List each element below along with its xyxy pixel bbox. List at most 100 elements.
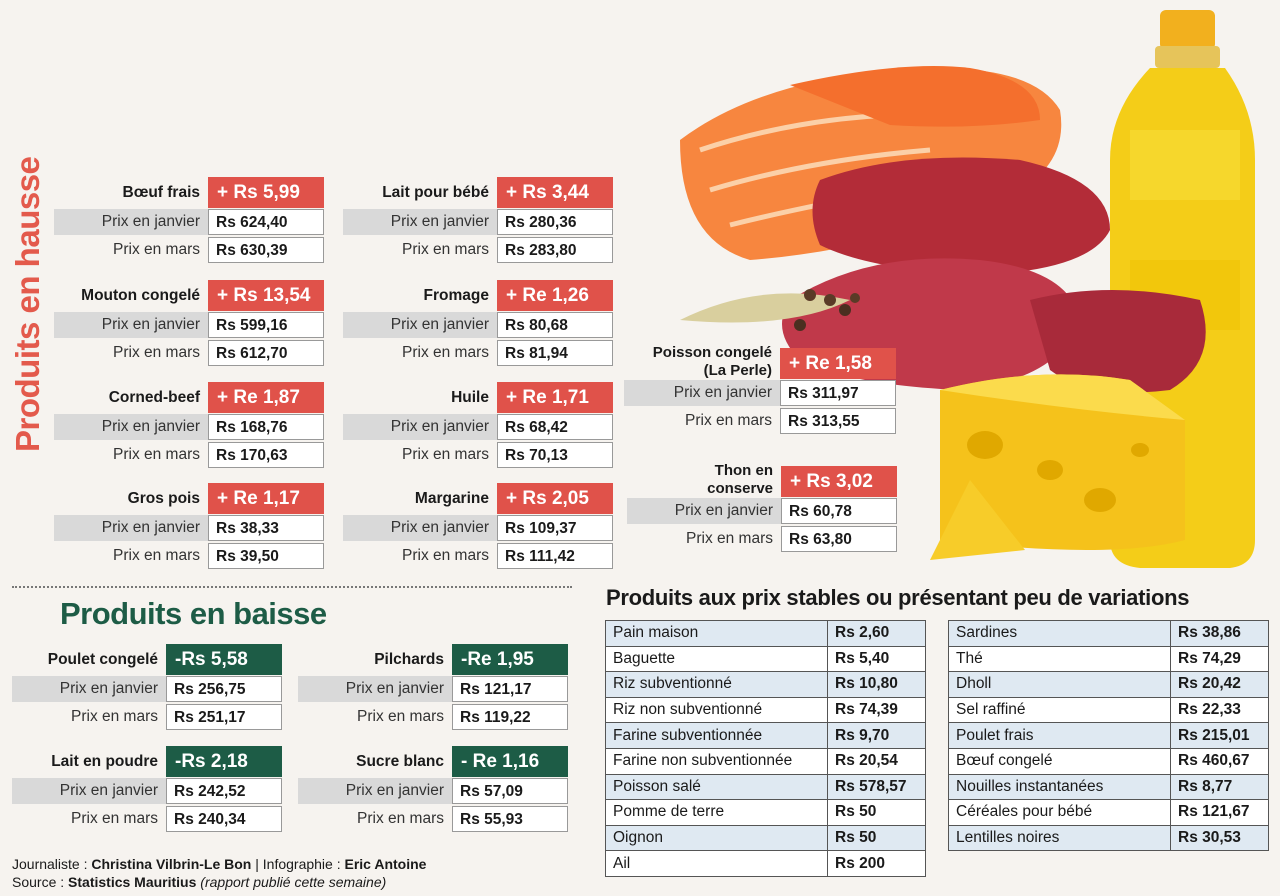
price-row-jan: Prix en janvier Rs 60,78 — [627, 498, 897, 526]
price-card: Sucre blanc - Re 1,16 Prix en janvier Rs 57… — [298, 746, 568, 836]
price-label: Prix en mars — [685, 412, 772, 429]
product-name: Baguette — [605, 645, 828, 673]
price-card: Bœuf frais + Rs 5,99 Prix en janvier Rs 624… — [54, 177, 324, 267]
product-price: Rs 8,77 — [1170, 773, 1269, 801]
product-name: Pilchards — [374, 651, 444, 668]
price-row-mars: Prix en mars Rs 63,80 — [627, 526, 897, 554]
table-row: Pain maison Rs 2,60 — [605, 620, 926, 647]
price-label: Prix en janvier — [343, 209, 497, 235]
product-name: Fromage — [423, 287, 489, 304]
price-row-jan: Prix en janvier Rs 80,68 — [343, 312, 613, 340]
price-row-mars: Prix en mars Rs 70,13 — [343, 442, 613, 470]
product-price: Rs 30,53 — [1170, 824, 1269, 852]
price-value: Rs 55,93 — [452, 806, 568, 832]
product-name: Céréales pour bébé — [948, 799, 1171, 826]
product-price: Rs 10,80 — [827, 671, 926, 698]
price-value: Rs 57,09 — [452, 778, 568, 804]
product-price: Rs 215,01 — [1170, 722, 1269, 749]
product-price: Rs 5,40 — [827, 645, 926, 673]
hausse-title: Produits en hausse — [9, 156, 46, 452]
table-row: Riz subventionné Rs 10,80 — [605, 671, 926, 698]
product-name: Sucre blanc — [356, 753, 444, 770]
price-label: Prix en janvier — [12, 778, 166, 804]
price-card: Thon en conserve + Rs 3,02 Prix en janvier R… — [627, 462, 897, 556]
price-card: Lait en poudre -Rs 2,18 Prix en janvier Rs … — [12, 746, 282, 836]
price-label: Prix en mars — [402, 344, 489, 361]
price-row-mars: Prix en mars Rs 251,17 — [12, 704, 282, 732]
change-badge: -Rs 2,18 — [166, 746, 282, 777]
price-label: Prix en mars — [113, 344, 200, 361]
price-row-mars: Prix en mars Rs 612,70 — [54, 340, 324, 368]
price-row-jan: Prix en janvier Rs 57,09 — [298, 778, 568, 806]
price-value: Rs 280,36 — [497, 209, 613, 235]
price-row-mars: Prix en mars Rs 283,80 — [343, 237, 613, 265]
product-name: Bœuf congelé — [948, 747, 1171, 775]
price-row-jan: Prix en janvier Rs 256,75 — [12, 676, 282, 704]
product-name: Bœuf frais — [122, 184, 201, 201]
price-value: Rs 119,22 — [452, 704, 568, 730]
table-row: Riz non subventionné Rs 74,39 — [605, 696, 926, 724]
price-value: Rs 283,80 — [497, 237, 613, 263]
baisse-title: Produits en baisse — [60, 596, 327, 631]
price-label: Prix en janvier — [343, 312, 497, 338]
product-name: Margarine — [414, 490, 489, 507]
price-label: Prix en janvier — [298, 778, 452, 804]
change-badge: + Re 1,17 — [208, 483, 324, 514]
product-price: Rs 38,86 — [1170, 620, 1269, 647]
product-price: Rs 200 — [827, 850, 926, 877]
price-row-mars: Prix en mars Rs 630,39 — [54, 237, 324, 265]
table-row: Farine non subventionnée Rs 20,54 — [605, 747, 926, 775]
price-card: Fromage + Re 1,26 Prix en janvier Rs 80,68 P… — [343, 280, 613, 370]
price-label: Prix en janvier — [343, 515, 497, 541]
price-value: Rs 81,94 — [497, 340, 613, 366]
credits: Journaliste : Christina Vilbrin-Le Bon |… — [12, 856, 427, 890]
change-badge: -Re 1,95 — [452, 644, 568, 675]
price-row-mars: Prix en mars Rs 81,94 — [343, 340, 613, 368]
price-label: Prix en janvier — [298, 676, 452, 702]
product-name: Poisson congelé (La Perle) — [652, 344, 772, 379]
product-name: Ail — [605, 850, 828, 877]
price-row-mars: Prix en mars Rs 313,55 — [624, 408, 896, 436]
table-row: Lentilles noires Rs 30,53 — [948, 824, 1269, 852]
stables-table-right: Sardines Rs 38,86 Thé Rs 74,29 Dholl Rs 20,42… — [948, 620, 1269, 852]
change-badge: + Re 1,71 — [497, 382, 613, 413]
table-row: Farine subventionnée Rs 9,70 — [605, 722, 926, 749]
change-badge: + Rs 2,05 — [497, 483, 613, 514]
product-name: Poulet congelé — [47, 651, 158, 668]
cheese-icon — [930, 374, 1185, 560]
price-card: Gros pois + Re 1,17 Prix en janvier Rs 38,3… — [54, 483, 324, 573]
price-label: Prix en janvier — [54, 209, 208, 235]
table-row: Nouilles instantanées Rs 8,77 — [948, 773, 1269, 801]
product-name: Corned-beef — [108, 389, 200, 406]
infographie-name: Eric Antoine — [344, 856, 427, 872]
table-row: Thé Rs 74,29 — [948, 645, 1269, 673]
price-value: Rs 39,50 — [208, 543, 324, 569]
product-price: Rs 20,42 — [1170, 671, 1269, 698]
change-badge: -Rs 5,58 — [166, 644, 282, 675]
product-name: Poulet frais — [948, 722, 1171, 749]
product-price: Rs 20,54 — [827, 747, 926, 775]
price-value: Rs 242,52 — [166, 778, 282, 804]
product-price: Rs 460,67 — [1170, 747, 1269, 775]
price-value: Rs 80,68 — [497, 312, 613, 338]
table-row: Ail Rs 200 — [605, 850, 926, 877]
price-value: Rs 121,17 — [452, 676, 568, 702]
product-name: Poisson salé — [605, 773, 828, 801]
product-name: Sardines — [948, 620, 1171, 647]
price-row-jan: Prix en janvier Rs 121,17 — [298, 676, 568, 704]
change-badge: + Rs 5,99 — [208, 177, 324, 208]
price-label: Prix en janvier — [343, 414, 497, 440]
price-card: Poisson congelé (La Perle) + Re 1,58 Prix e… — [624, 344, 896, 438]
product-name: Dholl — [948, 671, 1171, 698]
product-price: Rs 578,57 — [827, 773, 926, 801]
table-row: Poisson salé Rs 578,57 — [605, 773, 926, 801]
journaliste-name: Christina Vilbrin-Le Bon — [91, 856, 252, 872]
product-name: Gros pois — [127, 490, 200, 507]
price-value: Rs 168,76 — [208, 414, 324, 440]
product-name: Pomme de terre — [605, 799, 828, 826]
product-name: Farine non subventionnée — [605, 747, 828, 775]
change-badge: + Rs 13,54 — [208, 280, 324, 311]
product-name: Sel raffiné — [948, 696, 1171, 724]
beef-icon — [782, 157, 1206, 393]
price-value: Rs 240,34 — [166, 806, 282, 832]
